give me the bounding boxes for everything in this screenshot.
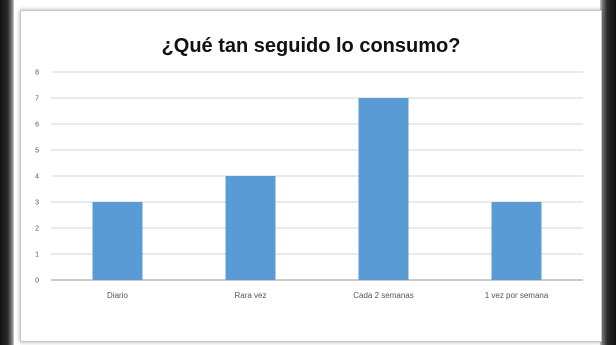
y-tick-label: 6 — [35, 122, 39, 129]
x-tick-label: Rara vez — [234, 291, 266, 300]
chart-title: ¿Qué tan seguido lo consumo? — [161, 35, 461, 57]
y-tick-label: 1 — [35, 252, 39, 259]
x-tick-label: Cada 2 semanas — [353, 291, 413, 300]
x-tick-label: Diario — [107, 291, 128, 300]
left-dark-border — [0, 0, 14, 345]
x-axis-tick-labels: Diario Rara vez Cada 2 semanas 1 vez por se… — [107, 291, 549, 300]
y-tick-label: 8 — [35, 70, 39, 77]
y-tick-label: 0 — [35, 278, 39, 285]
y-tick-label: 2 — [35, 226, 39, 233]
bar — [225, 176, 276, 280]
y-tick-label: 7 — [35, 96, 39, 103]
bar — [491, 202, 542, 280]
chart-panel: ¿Qué tan seguido lo consumo? 0 1 2 3 4 5 6 7 8 D… — [20, 10, 602, 342]
bar — [92, 202, 143, 280]
bars — [92, 98, 542, 280]
y-tick-label: 4 — [35, 174, 39, 181]
bar — [358, 98, 409, 280]
y-tick-label: 3 — [35, 200, 39, 207]
bar-chart: 0 1 2 3 4 5 6 7 8 Diario Rara vez Cada 2 semanas 1 … — [35, 70, 583, 300]
right-dark-border — [600, 0, 616, 345]
y-tick-label: 5 — [35, 148, 39, 155]
x-tick-label: 1 vez por semana — [485, 291, 549, 300]
y-axis-tick-labels: 0 1 2 3 4 5 6 7 8 — [35, 70, 39, 285]
